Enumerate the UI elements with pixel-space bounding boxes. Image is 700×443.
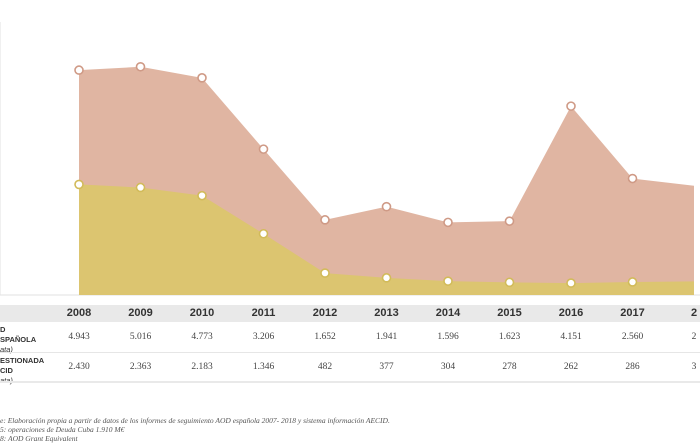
table-cell-r0-2008: 4.943 [68,332,90,342]
table-cell-r1-2009: 2.363 [129,362,152,372]
year-label-2015: 2015 [497,307,522,319]
year-label-2009: 2009 [128,307,153,319]
row-label-aod-espanola: D SPAÑOLA ata) [0,325,37,354]
data-point-s0-2009 [135,61,146,72]
table-cell-r1-2016: 262 [563,362,579,372]
data-point-s0-2013 [381,201,392,212]
data-point-s1-2010 [197,190,207,201]
year-label-2012: 2012 [312,307,338,319]
year-label-2011: 2011 [251,307,276,319]
year-label-2010: 2010 [189,307,215,319]
data-point-s0-2015 [504,216,515,226]
data-point-s1-2008 [74,179,84,190]
year-label-2014: 2014 [435,307,461,319]
year-header-band [0,305,700,322]
data-point-s1-2017 [627,277,638,287]
data-point-s1-2016 [566,278,576,288]
year-label-2018: 2 [690,307,698,319]
year-label-2008: 2008 [66,307,92,319]
data-point-s0-2012 [320,215,330,225]
table-cell-r1-2013: 377 [379,362,394,372]
data-point-s0-2010 [197,73,207,83]
table-cell-r0-2014: 1.596 [437,332,459,342]
table-cell-r0-2016: 4.151 [560,332,582,342]
data-point-s0-2011 [258,144,269,154]
data-point-s1-2012 [320,268,330,278]
table-cell-r1-2018: 3 [691,362,697,372]
row-separator [0,352,700,353]
table-cell-r1-2011: 1.346 [252,362,275,372]
data-point-s0-2008 [74,65,84,75]
year-label-2016: 2016 [558,307,584,319]
data-point-s0-2014 [443,217,453,228]
data-point-s1-2015 [504,277,515,288]
year-label-2017: 2017 [620,307,645,319]
footnote-2015: 5: operaciones de Deuda Cuba 1.910 M€ [0,425,125,434]
table-cell-r0-2015: 1.623 [498,332,521,342]
table-cell-r1-2014: 304 [440,362,456,372]
footnote-2018: 8: AOD Grant Equivalent [0,434,78,443]
table-cell-r0-2009: 5.016 [129,332,152,342]
table-cell-r0-2012: 1.652 [314,332,336,342]
source-note: e: Elaboración propia a partir de datos … [0,416,390,425]
data-point-s0-2016 [566,101,576,111]
data-point-s1-2014 [443,276,453,286]
data-point-s1-2011 [258,228,269,239]
table-cell-r1-2008: 2.430 [68,362,90,372]
table-cell-r0-2010: 4.773 [191,332,213,342]
table-cell-r1-2017: 286 [625,362,640,372]
table-cell-r0-2013: 1.941 [375,332,398,342]
table-bottom-band [0,381,700,383]
table-cell-r1-2015: 278 [502,362,517,372]
data-point-s0-2017 [627,173,638,184]
data-point-s1-2013 [381,273,392,283]
year-label-2013: 2013 [374,307,399,319]
data-point-s1-2009 [135,182,146,193]
table-cell-r0-2017: 2.560 [621,332,644,342]
area-series-1 [79,184,694,295]
table-cell-r0-2018: 2 [691,332,697,342]
table-cell-r1-2012: 482 [317,362,333,372]
row-label-aod-gestionada-aecid: ESTIONADA CID ata) [0,356,45,385]
table-cell-r0-2011: 3.206 [252,332,275,342]
table-cell-r1-2010: 2.183 [191,362,213,372]
